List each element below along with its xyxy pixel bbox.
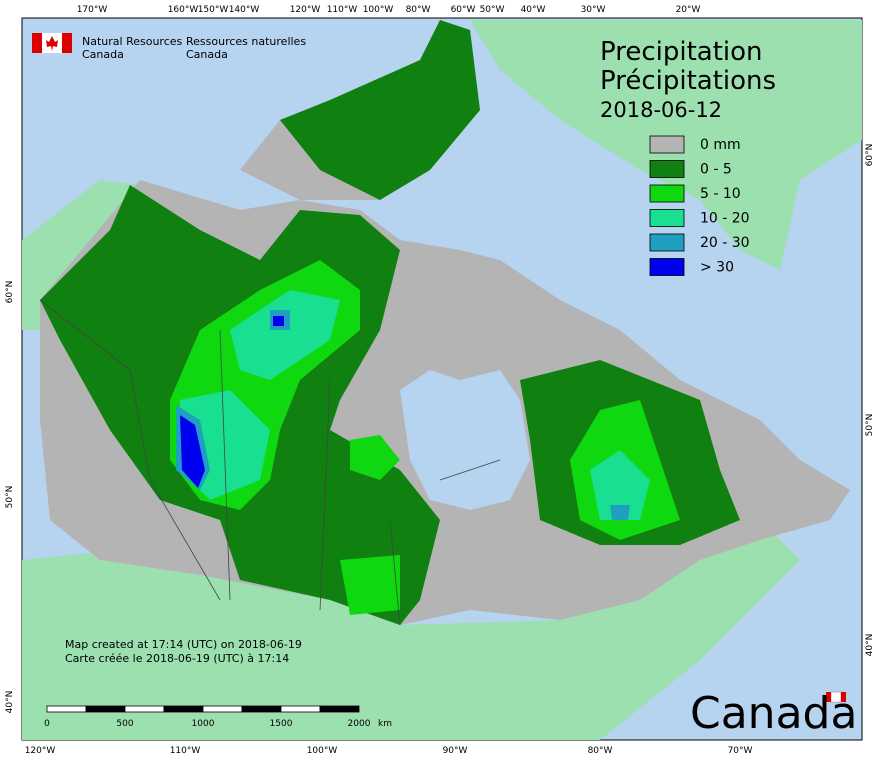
- top-lon-label: 30°W: [581, 5, 606, 15]
- scale-label: 1500: [270, 719, 293, 729]
- legend-swatch: [649, 160, 685, 178]
- agency-fr: Ressources naturelles: [186, 35, 306, 48]
- right-lat-label: 60°N: [865, 144, 875, 167]
- province-borders: [39, 299, 501, 626]
- top-lon-label: 50°W: [480, 5, 505, 15]
- scale-segment: [163, 705, 204, 713]
- top-lon-label: 150°W: [198, 5, 229, 15]
- agency-en: Canada: [82, 48, 124, 61]
- legend-swatch: [649, 233, 685, 252]
- right-lat-label: 50°N: [865, 414, 875, 437]
- top-lon-label: 20°W: [676, 5, 701, 15]
- title-fr: Précipitations: [600, 66, 776, 96]
- top-lon-label: 80°W: [406, 5, 431, 15]
- top-lon-label: 160°W: [168, 5, 199, 15]
- scale-segment: [202, 705, 243, 713]
- legend-label: 0 - 5: [700, 162, 732, 178]
- legend-label: > 30: [700, 260, 734, 276]
- scale-label: 2000: [348, 719, 371, 729]
- bottom-lon-label: 80°W: [588, 746, 613, 756]
- top-lon-label: 110°W: [327, 5, 358, 15]
- legend-swatch: [649, 209, 685, 227]
- left-lat-label: 40°N: [5, 691, 15, 714]
- agency-en: Natural Resources: [82, 35, 183, 48]
- legend-label: 5 - 10: [700, 186, 741, 202]
- map-note: Carte créée le 2018-06-19 (UTC) à 17:14: [65, 652, 289, 665]
- scale-segment: [280, 705, 321, 713]
- scale-segment: [85, 705, 126, 713]
- map-note: Map created at 17:14 (UTC) on 2018-06-19: [65, 638, 302, 651]
- top-lon-label: 140°W: [229, 5, 260, 15]
- scale-unit: km: [378, 719, 392, 729]
- bottom-lon-label: 110°W: [170, 746, 201, 756]
- left-lat-label: 50°N: [5, 486, 15, 509]
- legend-swatch: [649, 258, 685, 276]
- title-date: 2018-06-12: [600, 98, 722, 122]
- top-lon-label: 60°W: [451, 5, 476, 15]
- title-en: Precipitation: [600, 37, 763, 67]
- bottom-lon-label: 120°W: [25, 746, 56, 756]
- scale-segment: [319, 705, 360, 713]
- scale-label: 1000: [192, 719, 215, 729]
- hudson-bay: [400, 370, 530, 510]
- agency-fr: Canada: [186, 48, 228, 61]
- top-lon-label: 100°W: [363, 5, 394, 15]
- bottom-lon-label: 90°W: [443, 746, 468, 756]
- legend-label: 0 mm: [700, 137, 741, 153]
- scale-segment: [241, 705, 282, 713]
- scale-label: 0: [44, 719, 50, 729]
- zone-10-20: [180, 290, 650, 520]
- flag-logo: [32, 33, 72, 53]
- legend-swatch: [649, 135, 685, 154]
- scale-label: 500: [116, 719, 133, 729]
- scale-segment: [124, 705, 165, 713]
- left-lat-label: 60°N: [5, 281, 15, 304]
- zone-0-5-north: [280, 20, 480, 200]
- wordmark: Canada: [690, 688, 857, 739]
- legend-swatch: [649, 184, 685, 203]
- right-lat-label: 40°N: [865, 634, 875, 657]
- top-lon-label: 120°W: [290, 5, 321, 15]
- scale-segment: [46, 705, 87, 713]
- bottom-lon-label: 70°W: [728, 746, 753, 756]
- zone-over-30: [180, 316, 284, 488]
- top-lon-label: 170°W: [77, 5, 108, 15]
- legend-label: 20 - 30: [700, 235, 750, 251]
- zone-5-10-prairie: [340, 435, 400, 615]
- wordmark-flag: [826, 691, 846, 703]
- bottom-lon-label: 100°W: [307, 746, 338, 756]
- top-lon-label: 40°W: [521, 5, 546, 15]
- legend-label: 10 - 20: [700, 211, 750, 227]
